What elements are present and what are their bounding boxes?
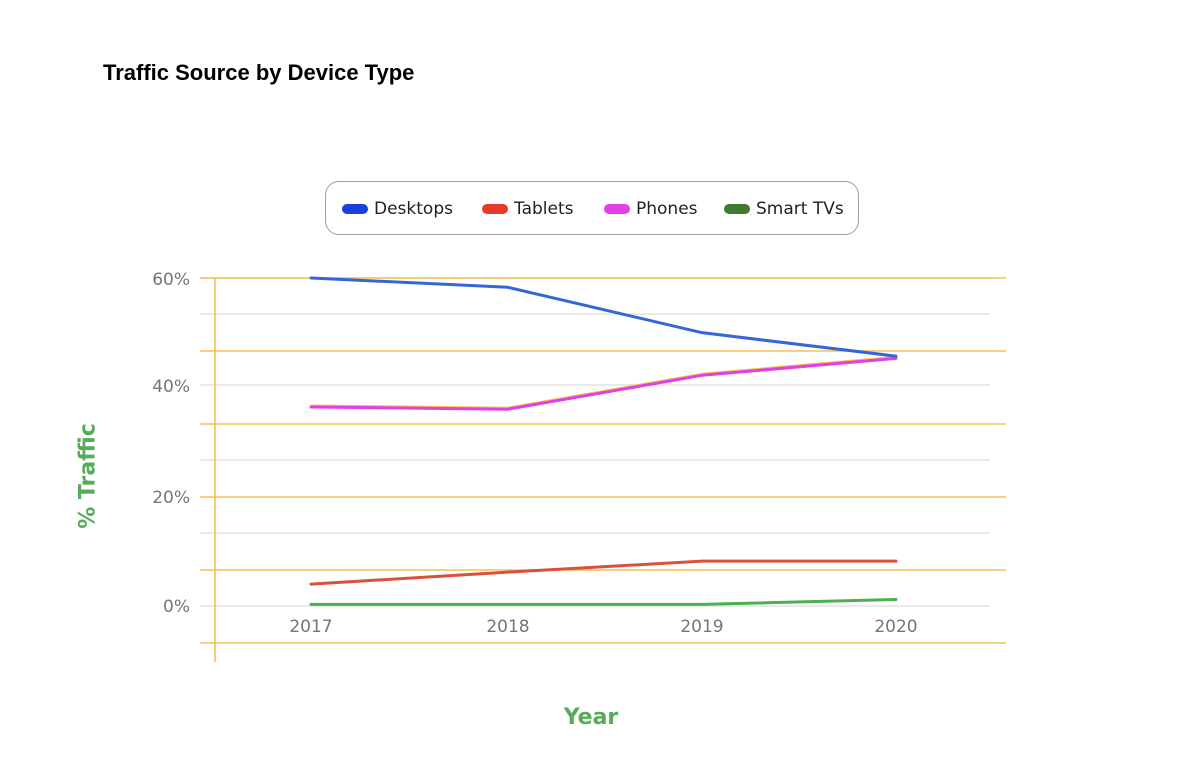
legend-swatch-phones <box>604 204 630 214</box>
chart-title: Traffic Source by Device Type <box>103 60 415 85</box>
x-tick-label: 2017 <box>289 617 332 637</box>
legend-label-tablets: Tablets <box>514 199 574 219</box>
x-tick-label: 2018 <box>486 617 529 637</box>
series-line-phones <box>309 356 898 411</box>
series-line-tablets <box>309 559 898 586</box>
legend-item-phones[interactable]: Phones <box>604 199 698 219</box>
legend-label-phones: Phones <box>636 199 698 219</box>
legend-label-desktops: Desktops <box>374 199 453 219</box>
y-tick-label: 60% <box>152 270 190 290</box>
chart-legend: Desktops Tablets Phones Smart TVs <box>325 181 859 235</box>
phones-highlight <box>310 355 897 409</box>
series-line-desktops <box>309 276 898 358</box>
x-tick-label: 2020 <box>874 617 917 637</box>
series-line-smart-tvs <box>309 597 898 606</box>
y-tick-label: 40% <box>152 377 190 397</box>
y-tick-label: 0% <box>163 597 190 617</box>
y-axis-title: % Traffic <box>75 423 101 529</box>
legend-swatch-desktops <box>342 204 368 214</box>
legend-swatch-tablets <box>482 204 508 214</box>
legend-item-smart-tvs[interactable]: Smart TVs <box>724 199 844 219</box>
x-tick-label: 2019 <box>680 617 723 637</box>
legend-swatch-smart-tvs <box>724 204 750 214</box>
legend-item-desktops[interactable]: Desktops <box>342 199 453 219</box>
y-tick-label: 20% <box>152 488 190 508</box>
legend-label-smart-tvs: Smart TVs <box>756 199 844 219</box>
legend-item-tablets[interactable]: Tablets <box>482 199 573 219</box>
x-axis-title: Year <box>563 705 619 730</box>
